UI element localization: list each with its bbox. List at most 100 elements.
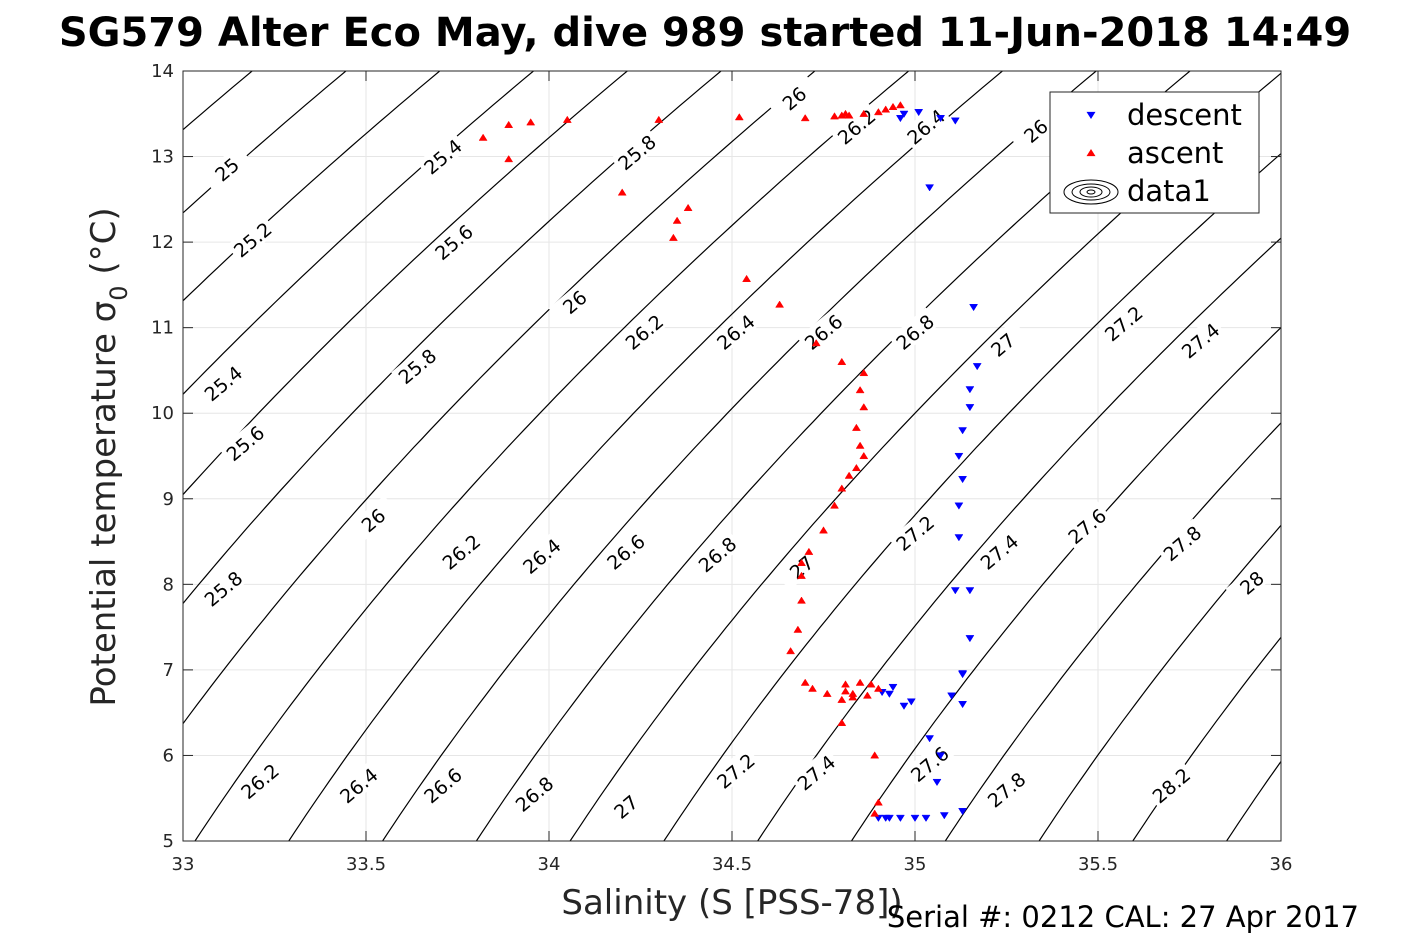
descent-point [965,404,975,412]
serial-cal-info: Serial #: 0212 CAL: 27 Apr 2017 [887,900,1359,934]
ascent-point [859,451,869,460]
chart-title: SG579 Alter Eco May, dive 989 started 11… [59,10,1351,56]
ascent-point [851,463,861,472]
contour-label-bg [830,101,882,150]
contour-label-bg [797,307,849,356]
contour-label-bg [1225,558,1277,606]
y-tick-label: 13 [151,147,174,168]
ascent-point [866,680,876,688]
legend-marker-descent [1086,111,1096,120]
legend-label-data1: data1 [1127,174,1211,208]
descent-point [921,814,931,822]
contour-line-28 [1038,524,1281,841]
ascent-point [873,798,883,806]
descent-point [958,670,968,678]
y-axis-label-subscript: 0 [105,285,133,300]
density-contours [183,71,1281,841]
contour-line-26.2 [194,71,910,841]
descent-point [895,115,905,123]
contour-label-bg [610,127,662,176]
y-tick-label: 8 [163,574,174,595]
data-points [478,101,982,822]
contour-label-bg [888,307,940,356]
ascent-point [848,689,858,697]
ascent-point [811,339,821,347]
descent-point [950,587,960,595]
descent-point [895,814,905,822]
contour-label-bg [775,542,827,591]
y-tick-label: 5 [163,831,174,852]
ascent-point [668,233,678,241]
legend: descent ascent data1 [1049,91,1260,214]
ascent-point [888,102,898,110]
descent-point [910,814,920,822]
x-tick-label: 34 [538,854,561,875]
descent-point [965,386,975,394]
ascent-point [870,809,880,817]
y-tick-label: 6 [163,745,174,766]
descent-point [939,812,949,820]
ascent-point [830,501,839,509]
contour-label-bg [888,508,940,557]
contour-line-27.6 [850,326,1281,841]
contour-line-28.2 [1132,636,1281,841]
legend-contour-icon [1079,186,1103,198]
ascent-point [742,274,752,282]
contour-line-26.6 [381,71,1098,841]
contour-label-bg [976,320,1028,368]
contour-label-bg [515,531,567,580]
contour-label-bg [1009,106,1061,154]
descent-point [954,502,964,510]
contour-label-bg [391,341,443,390]
ascent-point [837,484,847,492]
ascent-point [855,386,865,394]
contour-label-bg [618,307,669,356]
ascent-point [837,695,847,703]
descent-point [972,363,982,371]
ascent-point [870,751,880,759]
descent-point [881,814,891,822]
contour-label-bg [233,756,285,805]
contour-line-25.2 [183,71,441,302]
contour-line-27.2 [663,152,1281,841]
contour-label-bg [903,739,955,788]
contour-label-bg [1060,501,1112,550]
ascent-point [672,216,682,224]
ascent-point [837,111,847,119]
contour-label-bg [427,217,479,266]
ascent-point [873,684,883,692]
legend-contour-icon [1063,179,1119,205]
ascent-point [617,188,627,196]
descent-point [969,304,979,312]
contour-label-bg [435,527,486,575]
contour-label-bg [709,746,761,794]
descent-point [936,752,946,760]
ascent-point [478,133,488,141]
descent-point [950,117,960,125]
y-axis-label: Potential temperature σ0 (°C) [84,207,133,706]
descent-point [965,635,975,643]
x-tick-label: 35.5 [1078,854,1118,875]
y-tick-label: 14 [151,61,174,82]
ascent-point [775,300,785,308]
contour-label-bg [548,277,600,326]
ascent-point [797,558,806,566]
ascent-point [837,718,847,726]
ascent-point [797,571,806,579]
descent-point [906,698,916,706]
axis-ticks: 33 33.5 34 34.5 35 35.5 36 5 6 7 8 9 10 11 12 13 14 [151,61,1292,875]
legend-label-ascent: ascent [1127,136,1223,170]
contour-label-bg [332,760,384,809]
ascent-point [844,111,854,119]
contour-label-bg [599,527,651,575]
contour-label-bg [508,769,560,818]
descent-point [899,110,909,118]
contour-label-bg [226,214,278,263]
legend-contour-icon [1086,189,1096,195]
descent-point [888,683,898,692]
contour-label-bg [790,747,841,796]
x-axis-label: Salinity (S [PSS-78]) [561,883,902,923]
contour-line-27.8 [944,421,1281,841]
descent-point [954,452,964,461]
